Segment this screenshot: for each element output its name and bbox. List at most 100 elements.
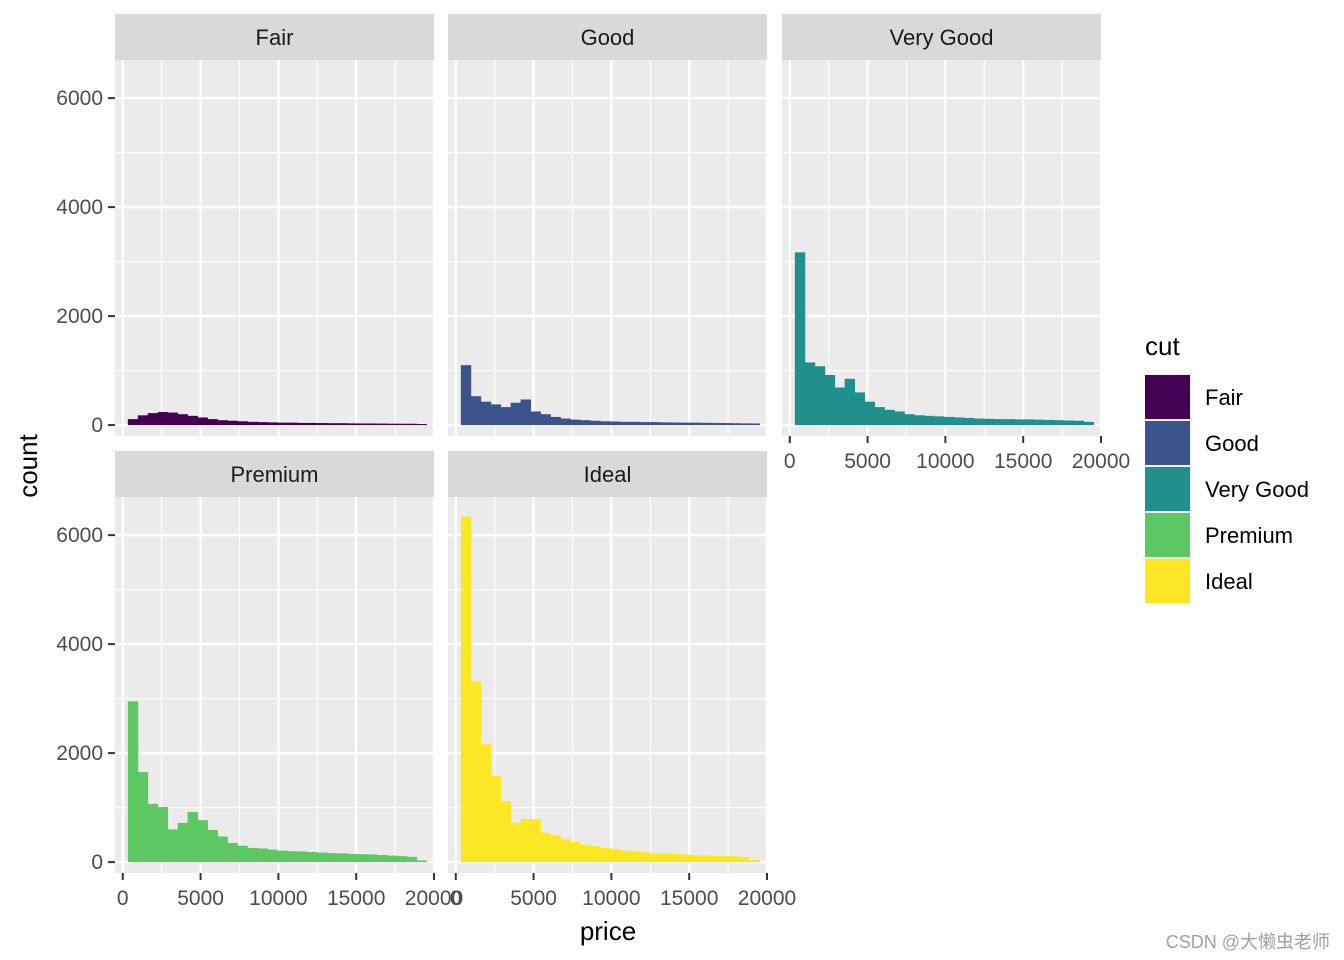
histogram-bar <box>177 414 189 426</box>
histogram-bar <box>197 820 208 863</box>
x-tick-label: 20000 <box>738 887 796 910</box>
histogram-bar <box>560 418 571 426</box>
legend-label: Very Good <box>1205 477 1309 502</box>
histogram-bar <box>386 855 398 863</box>
bars-good <box>460 365 761 426</box>
histogram-bar <box>257 848 268 863</box>
histogram-bar <box>570 841 581 863</box>
histogram-bar <box>560 839 571 863</box>
y-axis-row-2: 0 2000 4000 6000 <box>56 524 115 874</box>
histogram-bar <box>954 417 965 426</box>
histogram-bar <box>620 850 631 863</box>
histogram-bar <box>460 365 472 426</box>
histogram-bar <box>1003 419 1015 426</box>
panel-background <box>782 60 1101 436</box>
histogram-bar <box>699 855 711 863</box>
bars-ideal <box>460 516 761 863</box>
watermark-text: CSDN @大懒虫老师 <box>1166 932 1330 952</box>
histogram-bar <box>406 856 418 863</box>
histogram-bar <box>689 422 701 426</box>
y-tick-label: 6000 <box>56 524 103 547</box>
histogram-bar <box>396 856 408 863</box>
histogram-bar <box>227 843 238 863</box>
histogram-bar <box>794 252 806 426</box>
histogram-bar <box>719 856 731 863</box>
histogram-bar <box>749 859 761 863</box>
histogram-bar <box>719 423 731 426</box>
histogram-bar <box>137 415 149 426</box>
histogram-bar <box>749 423 761 426</box>
panel-background <box>115 497 434 873</box>
x-tick-label: 0 <box>117 887 129 910</box>
histogram-bar <box>277 422 288 426</box>
axes: 0 2000 4000 6000 0 2000 4000 6000 0 5000 10000 1500… <box>56 87 1130 910</box>
x-tick-label: 10000 <box>916 450 974 473</box>
x-tick-label: 0 <box>784 450 796 473</box>
histogram-bar <box>894 411 905 426</box>
facet-panels: Fair Good Very Good Premium Ideal <box>115 14 1103 873</box>
histogram-bar <box>237 421 248 426</box>
histogram-bar <box>127 701 139 863</box>
x-axis-panel-3-1: 0 5000 10000 15000 20000 <box>784 436 1130 473</box>
x-tick-label: 15000 <box>660 887 718 910</box>
histogram-bar <box>346 423 358 426</box>
histogram-bar <box>297 422 308 426</box>
x-tick-label: 5000 <box>510 887 557 910</box>
histogram-bar <box>590 846 601 863</box>
histogram-bar <box>1013 419 1025 426</box>
histogram-bar <box>366 854 378 863</box>
histogram-bar <box>366 423 378 426</box>
histogram-bar <box>669 853 681 863</box>
y-tick-label: 6000 <box>56 87 103 110</box>
y-axis-title: count <box>13 433 43 497</box>
histogram-bar <box>1073 420 1085 426</box>
histogram-bar <box>257 422 268 426</box>
histogram-bar <box>660 853 671 863</box>
legend-label: Fair <box>1205 385 1243 410</box>
histogram-bar <box>669 422 681 426</box>
legend-key-ideal <box>1145 559 1190 603</box>
histogram-bar <box>739 857 751 863</box>
histogram-bar <box>610 849 621 863</box>
histogram-bar <box>550 416 561 426</box>
legend-label: Ideal <box>1205 569 1253 594</box>
x-tick-label: 20000 <box>1072 450 1130 473</box>
histogram-bar <box>679 854 691 863</box>
histogram-bar <box>854 392 865 426</box>
histogram-bar <box>590 420 601 426</box>
histogram-bar <box>307 422 318 426</box>
histogram-bar <box>147 803 159 863</box>
x-tick-label: 10000 <box>582 887 640 910</box>
strip-background <box>115 14 434 60</box>
histogram-bar <box>327 853 338 863</box>
panel-background <box>115 60 434 436</box>
histogram-bar <box>804 362 816 426</box>
panel-good: Good <box>448 14 769 436</box>
histogram-bar <box>416 424 428 426</box>
histogram-bar <box>974 418 985 426</box>
histogram-bar <box>147 413 159 426</box>
histogram-bar <box>1053 420 1065 426</box>
histogram-bar <box>530 411 541 426</box>
bars-premium <box>127 701 428 863</box>
histogram-bar <box>580 420 591 426</box>
legend-title: cut <box>1145 331 1180 361</box>
histogram-bar <box>729 856 741 863</box>
legend-label: Good <box>1205 431 1259 456</box>
histogram-bar <box>396 423 408 426</box>
x-tick-label: 5000 <box>844 450 891 473</box>
x-axis-title: price <box>580 916 636 946</box>
histogram-bar <box>217 420 228 426</box>
x-tick-label: 20000 <box>405 887 463 910</box>
histogram-bar <box>540 832 551 863</box>
histogram-bar <box>650 422 661 426</box>
x-axis-panel-1-2: 0 5000 10000 15000 20000 <box>117 873 463 910</box>
histogram-bar <box>640 852 651 863</box>
histogram-bar <box>267 422 278 426</box>
strip-label: Premium <box>230 462 318 487</box>
histogram-bar <box>984 418 995 426</box>
histogram-bar <box>177 822 189 863</box>
histogram-bar <box>460 516 472 863</box>
strip-background <box>782 14 1101 60</box>
